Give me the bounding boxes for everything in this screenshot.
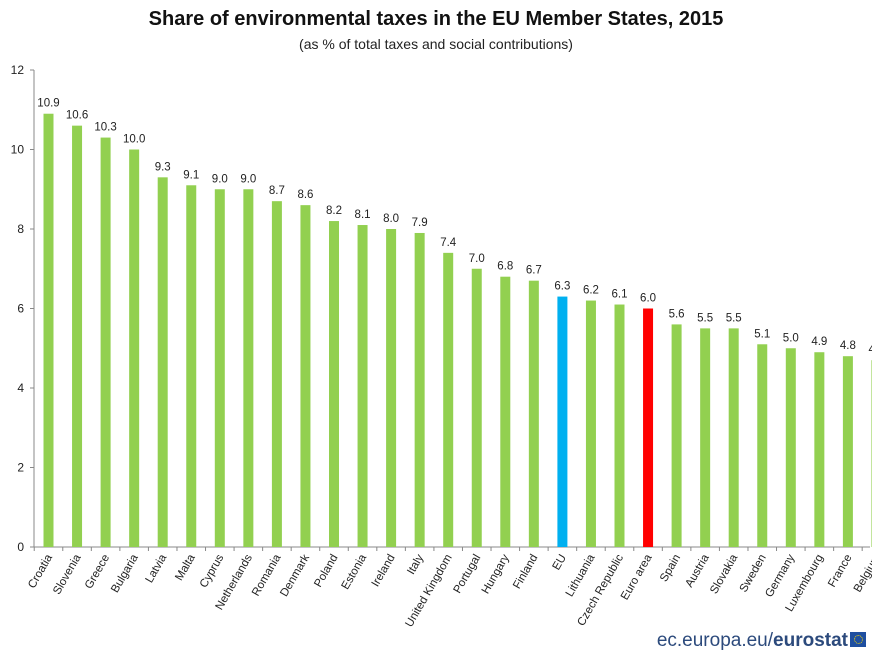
data-label: 9.0 bbox=[240, 173, 256, 185]
data-label: 8.2 bbox=[326, 205, 342, 217]
x-tick-label: Slovakia bbox=[708, 552, 740, 596]
y-tick-label: 12 bbox=[11, 63, 25, 77]
source-credit: ec.europa.eu/eurostat bbox=[657, 630, 866, 652]
bar bbox=[214, 189, 225, 547]
x-tick-label: Austria bbox=[683, 552, 712, 590]
bar bbox=[271, 201, 282, 548]
bar bbox=[357, 225, 368, 547]
x-tick-label: Italy bbox=[405, 552, 426, 576]
data-label: 10.0 bbox=[123, 134, 145, 146]
bar bbox=[671, 324, 682, 547]
data-label: 10.9 bbox=[37, 98, 59, 110]
x-tick-label: Greece bbox=[83, 553, 112, 592]
bar bbox=[129, 149, 140, 547]
x-tick-label: France bbox=[826, 553, 854, 590]
bar bbox=[528, 280, 539, 547]
y-tick-label: 2 bbox=[17, 461, 24, 475]
data-label: 6.3 bbox=[554, 281, 570, 293]
data-label: 4.7 bbox=[868, 344, 872, 356]
data-label: 8.6 bbox=[297, 189, 313, 201]
bar bbox=[500, 276, 511, 547]
data-label: 5.5 bbox=[697, 312, 713, 324]
data-label: 6.1 bbox=[612, 289, 628, 301]
bar bbox=[557, 296, 568, 547]
bar bbox=[643, 308, 654, 547]
data-label: 8.1 bbox=[355, 209, 371, 221]
y-tick-label: 0 bbox=[17, 540, 24, 554]
bar bbox=[585, 300, 596, 547]
x-tick-label: Croatia bbox=[26, 552, 55, 591]
data-label: 8.0 bbox=[383, 213, 399, 225]
bar bbox=[72, 125, 83, 548]
bar bbox=[842, 356, 853, 547]
data-label: 4.8 bbox=[840, 340, 856, 352]
bar bbox=[414, 232, 425, 547]
data-label: 7.0 bbox=[469, 253, 485, 265]
data-label: 6.7 bbox=[526, 265, 542, 277]
data-label: 6.0 bbox=[640, 293, 656, 305]
bar bbox=[186, 185, 197, 547]
bar bbox=[43, 113, 54, 547]
bar bbox=[757, 344, 768, 547]
bar bbox=[100, 137, 111, 547]
x-tick-label: Portugal bbox=[452, 553, 484, 596]
data-label: 5.1 bbox=[754, 328, 770, 340]
x-tick-label: Cyprus bbox=[198, 552, 227, 590]
bar bbox=[471, 268, 482, 547]
bar bbox=[300, 205, 311, 547]
data-label: 9.0 bbox=[212, 173, 228, 185]
x-tick-label: EU bbox=[551, 553, 569, 573]
source-prefix: ec.europa.eu/ bbox=[656, 630, 774, 651]
y-tick-label: 6 bbox=[17, 302, 24, 316]
bar bbox=[157, 177, 168, 547]
x-tick-label: Finland bbox=[511, 553, 540, 592]
bar bbox=[386, 229, 397, 547]
data-label: 5.5 bbox=[726, 312, 742, 324]
y-tick-label: 4 bbox=[17, 381, 24, 395]
data-label: 10.6 bbox=[66, 110, 88, 122]
data-label: 5.6 bbox=[669, 308, 685, 320]
bar bbox=[728, 328, 739, 547]
data-label: 4.9 bbox=[811, 336, 827, 348]
x-tick-label: Slovenia bbox=[51, 552, 84, 597]
source-brand: eurostat bbox=[773, 630, 848, 651]
x-tick-label: Poland bbox=[312, 553, 340, 590]
x-tick-label: Sweden bbox=[738, 553, 769, 595]
x-tick-label: Hungary bbox=[480, 552, 512, 596]
x-tick-label: Ireland bbox=[370, 553, 398, 589]
data-label: 6.2 bbox=[583, 285, 599, 297]
x-tick-label: Latvia bbox=[144, 552, 170, 585]
bar bbox=[700, 328, 711, 547]
x-tick-label: Bulgaria bbox=[109, 552, 141, 595]
x-tick-label: Spain bbox=[658, 553, 683, 584]
data-label: 10.3 bbox=[94, 122, 116, 134]
data-label: 6.8 bbox=[497, 261, 513, 273]
chart-title: Share of environmental taxes in the EU M… bbox=[148, 8, 724, 30]
bar bbox=[329, 221, 339, 548]
data-label: 9.3 bbox=[155, 161, 171, 173]
y-tick-label: 8 bbox=[17, 222, 24, 236]
data-label: 7.4 bbox=[440, 237, 457, 249]
data-label: 5.0 bbox=[783, 332, 799, 344]
x-tick-label: Belgium bbox=[852, 553, 872, 595]
bar bbox=[443, 252, 454, 547]
bar bbox=[614, 304, 625, 547]
y-tick-label: 10 bbox=[11, 143, 25, 157]
bar bbox=[785, 348, 796, 547]
data-label: 9.1 bbox=[183, 169, 199, 181]
x-tick-label: Estonia bbox=[340, 552, 370, 592]
chart-subtitle: (as % of total taxes and social contribu… bbox=[299, 36, 573, 52]
data-label: 7.9 bbox=[412, 217, 428, 229]
x-tick-label: Denmark bbox=[278, 552, 312, 599]
x-tick-label: Malta bbox=[173, 552, 198, 583]
bar bbox=[814, 352, 825, 547]
bar bbox=[243, 189, 254, 547]
eu-flag-icon bbox=[850, 632, 866, 647]
data-label: 8.7 bbox=[269, 185, 285, 197]
